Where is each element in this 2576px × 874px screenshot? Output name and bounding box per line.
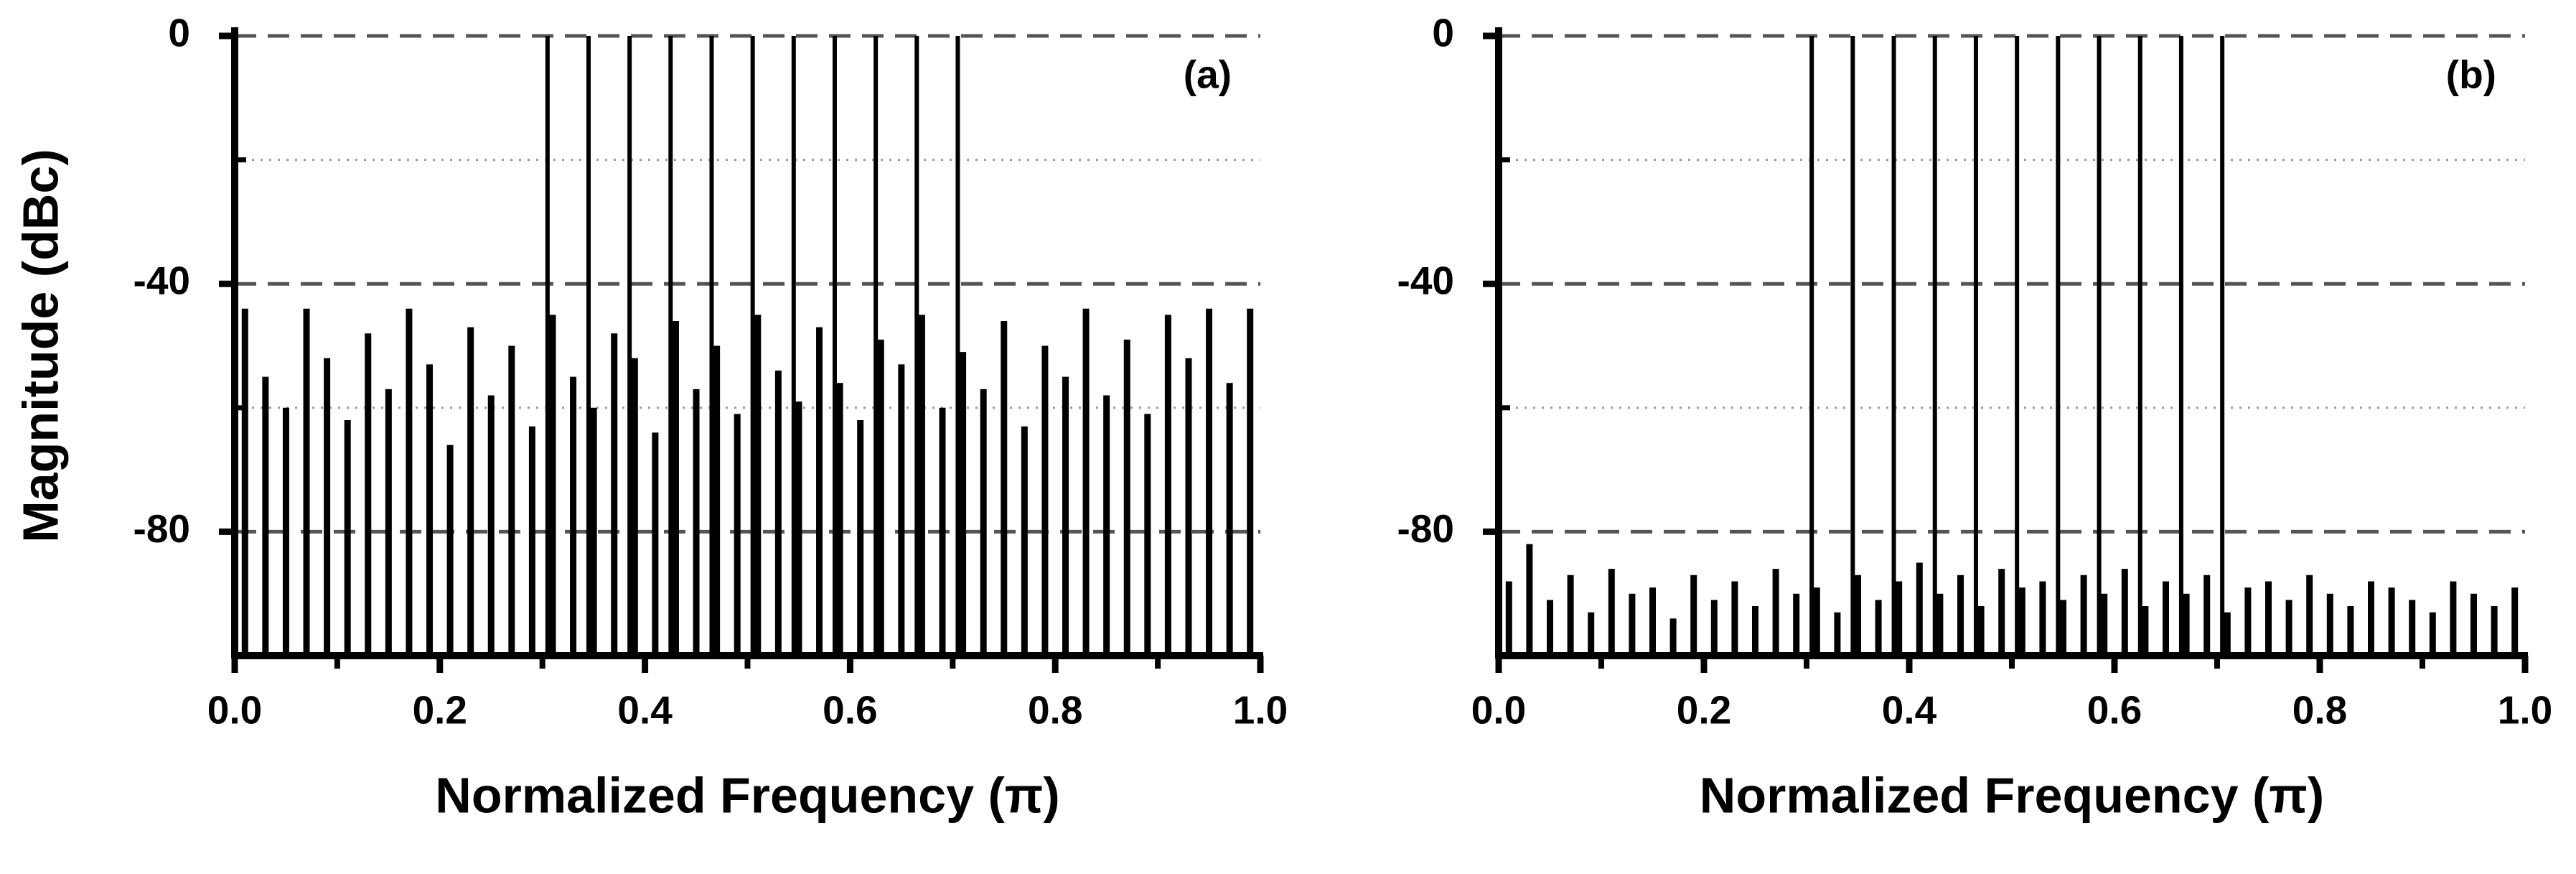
y-axis-label: Magnitude (dBc) <box>12 149 68 542</box>
y-tick-label: 0 <box>1432 11 1454 55</box>
x-tick-label: 0.0 <box>207 688 262 733</box>
x-tick-label: 0.2 <box>413 688 467 733</box>
x-axis-label: Normalized Frequency (π) <box>435 767 1059 823</box>
x-tick-label: 0.4 <box>617 688 673 733</box>
x-tick-label: 1.0 <box>1233 688 1288 733</box>
panel-label: (a) <box>1184 52 1232 97</box>
x-axis-label: Normalized Frequency (π) <box>1700 767 2324 823</box>
x-tick-label: 0.8 <box>2292 688 2347 733</box>
panel-label: (b) <box>2446 52 2496 97</box>
x-tick-label: 0.6 <box>823 688 877 733</box>
x-tick-label: 0.6 <box>2087 688 2142 733</box>
y-tick-label: 0 <box>168 11 190 55</box>
x-tick-label: 1.0 <box>2498 688 2552 733</box>
x-tick-label: 0.0 <box>1471 688 1526 733</box>
y-tick-label: -40 <box>1397 259 1455 303</box>
x-tick-label: 0.4 <box>1882 688 1937 733</box>
y-tick-label: -40 <box>134 259 191 303</box>
y-tick-label: -80 <box>1397 506 1455 551</box>
y-tick-label: -80 <box>134 506 191 551</box>
x-tick-label: 0.8 <box>1028 688 1082 733</box>
x-tick-label: 0.2 <box>1677 688 1731 733</box>
